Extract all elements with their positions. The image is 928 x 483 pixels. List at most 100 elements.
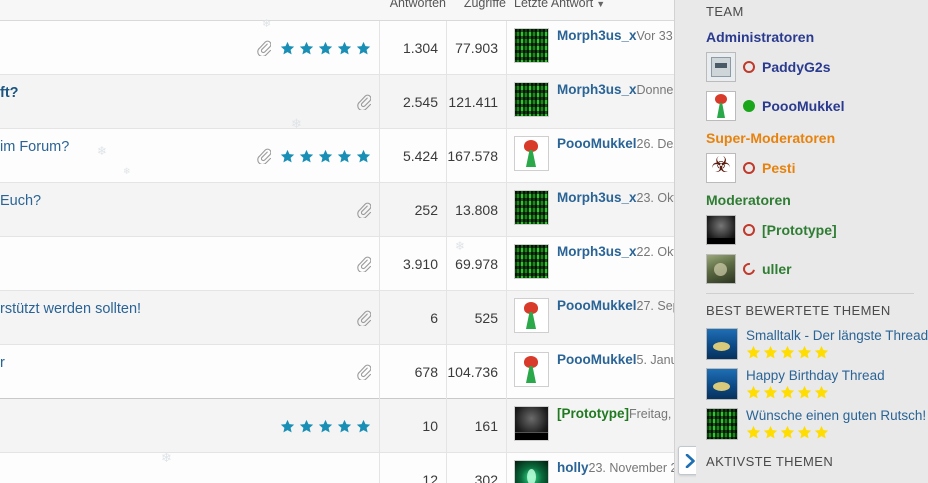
star-icon[interactable] [356,149,371,164]
thread-title-link[interactable]: ft? [0,85,372,105]
star-icon[interactable] [299,41,314,56]
topic-title-link[interactable]: Happy Birthday Thread [746,368,885,383]
last-reply-username-link[interactable]: PoooMukkel [557,298,637,313]
avatar[interactable] [706,52,736,82]
topic-title-link[interactable]: Wünsche einen guten Rutsch! [746,408,927,423]
team-member-name-link[interactable]: PoooMukkel [762,98,845,114]
last-reply-username-link[interactable]: Morph3us_x [557,28,637,43]
team-member-name-link[interactable]: PaddyG2s [762,59,831,75]
star-icon[interactable] [797,425,812,440]
thread-title-link[interactable]: Euch? [0,193,372,213]
thread-last-reply-cell[interactable]: Morph3us_x22. Oktober 2015 [506,237,674,291]
avatar[interactable] [706,153,736,183]
avatar[interactable] [706,328,738,360]
team-member[interactable]: PoooMukkel [706,91,928,121]
avatar[interactable] [514,352,549,387]
last-reply-username-link[interactable]: Morph3us_x [557,190,637,205]
rating-stars[interactable] [746,345,928,360]
topic-title-link[interactable]: Smalltalk - Der längste Thread... [746,328,928,343]
column-header-last-reply[interactable]: Letzte Antwort ▼ [514,0,605,10]
star-icon[interactable] [763,345,778,360]
last-reply-username-link[interactable]: PoooMukkel [557,352,637,367]
avatar[interactable] [706,254,736,284]
avatar[interactable] [514,82,549,117]
team-member[interactable]: Pesti [706,153,928,183]
avatar[interactable] [706,91,736,121]
star-icon[interactable] [746,345,761,360]
thread-title-link[interactable]: rstützt werden sollten! [0,301,372,321]
avatar[interactable] [706,368,738,400]
team-member[interactable]: [Prototype] [706,215,928,245]
thread-last-reply-cell[interactable]: PoooMukkel26. Dezember 2015 [506,129,674,183]
rating-stars[interactable] [280,419,371,434]
attachment-icon[interactable] [357,94,371,110]
thread-title-link[interactable]: r [0,355,372,375]
attachment-icon[interactable] [257,148,271,164]
avatar[interactable] [514,406,549,441]
star-icon[interactable] [318,149,333,164]
star-icon[interactable] [280,419,295,434]
last-reply-username-link[interactable]: holly [557,460,589,475]
thread-title-link[interactable] [0,463,372,483]
rating-stars[interactable] [280,149,371,164]
team-member-name-link[interactable]: uller [762,261,792,277]
team-member[interactable]: PaddyG2s [706,52,928,82]
attachment-icon[interactable] [357,202,371,218]
avatar[interactable] [706,408,738,440]
avatar[interactable] [514,28,549,63]
star-icon[interactable] [299,149,314,164]
star-icon[interactable] [763,425,778,440]
star-icon[interactable] [746,385,761,400]
star-icon[interactable] [780,345,795,360]
star-icon[interactable] [356,419,371,434]
thread-last-reply-cell[interactable]: Morph3us_x23. Oktober 2015 [506,183,674,237]
star-icon[interactable] [337,419,352,434]
avatar[interactable] [514,136,549,171]
last-reply-username-link[interactable]: Morph3us_x [557,244,637,259]
list-item[interactable]: Happy Birthday Thread [706,368,928,400]
attachment-icon[interactable] [257,40,271,56]
rating-stars[interactable] [746,425,926,440]
star-icon[interactable] [763,385,778,400]
star-icon[interactable] [780,385,795,400]
star-icon[interactable] [280,149,295,164]
rating-stars[interactable] [280,41,371,56]
star-icon[interactable] [337,149,352,164]
star-icon[interactable] [746,425,761,440]
thread-last-reply-cell[interactable]: PoooMukkel27. September 2015 [506,291,674,345]
star-icon[interactable] [797,385,812,400]
last-reply-username-link[interactable]: [Prototype] [557,406,629,421]
attachment-icon[interactable] [357,310,371,326]
list-item[interactable]: Wünsche einen guten Rutsch! [706,408,928,440]
column-header-views[interactable]: Zugriffe [463,0,506,10]
thread-title-link[interactable]: im Forum? [0,139,372,159]
last-reply-username-link[interactable]: Morph3us_x [557,82,637,97]
avatar[interactable] [514,190,549,225]
star-icon[interactable] [780,425,795,440]
avatar[interactable] [514,298,549,333]
table-row[interactable]: rstützt werden sollten! 6 525 PoooMukkel27.… [0,291,674,345]
thread-last-reply-cell[interactable]: [Prototype]Freitag, 18:17 [506,399,674,453]
rating-stars[interactable] [746,385,885,400]
list-item[interactable]: Smalltalk - Der längste Thread... [706,328,928,360]
star-icon[interactable] [318,419,333,434]
star-icon[interactable] [337,41,352,56]
thread-last-reply-cell[interactable]: holly23. November 2015 [506,453,674,483]
last-reply-username-link[interactable]: PoooMukkel [557,136,637,151]
avatar[interactable] [706,215,736,245]
star-icon[interactable] [280,41,295,56]
star-icon[interactable] [318,41,333,56]
star-icon[interactable] [797,345,812,360]
star-icon[interactable] [814,425,829,440]
avatar[interactable] [514,460,549,483]
team-member[interactable]: uller [706,254,928,284]
thread-title-link[interactable] [0,247,372,267]
attachment-icon[interactable] [357,256,371,272]
